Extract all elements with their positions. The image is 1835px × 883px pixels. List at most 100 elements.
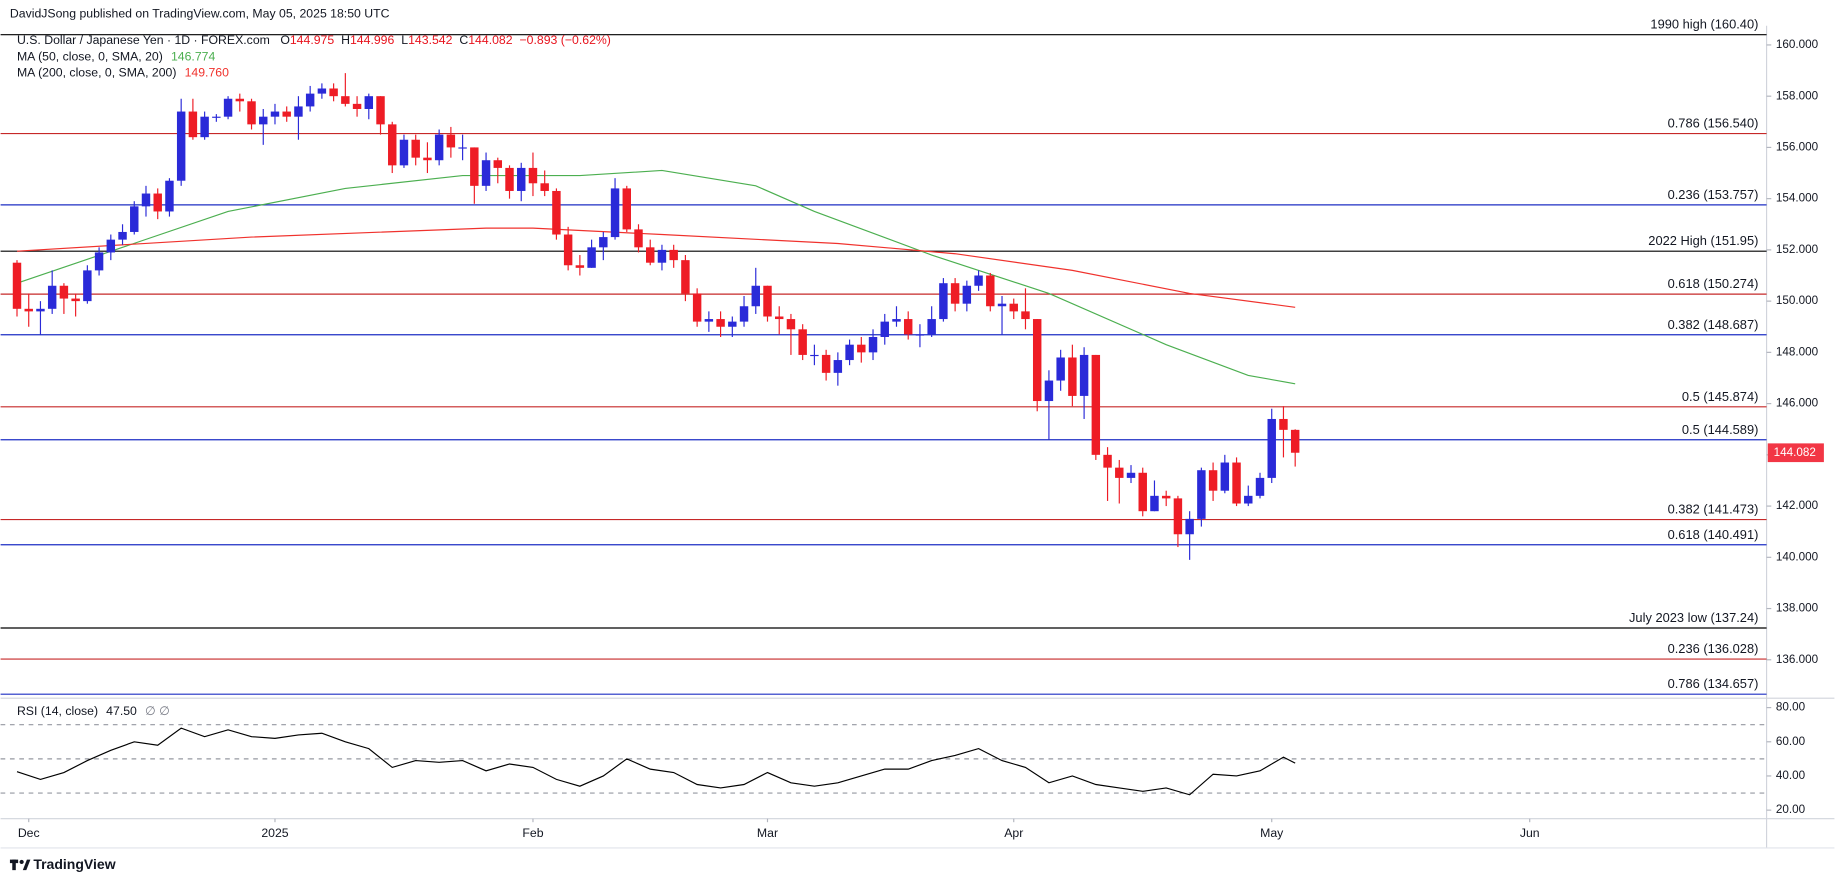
candle-body xyxy=(259,116,268,125)
candle-body xyxy=(1068,357,1077,396)
candle-body xyxy=(1032,319,1042,402)
candle-body xyxy=(1255,477,1265,496)
candle-body xyxy=(704,319,714,322)
y-tick-label: 158.000 xyxy=(1776,89,1819,102)
candle-body xyxy=(716,319,725,327)
logo-part xyxy=(12,859,16,871)
candle-body xyxy=(106,239,116,253)
ma200-name: MA (200, close, 0, SMA, 200) xyxy=(17,66,177,80)
rsi-name: RSI (14, close) xyxy=(17,704,98,718)
y-tick-label: 140.000 xyxy=(1776,550,1819,563)
candle-body xyxy=(458,147,467,149)
candle-body xyxy=(212,116,221,118)
candle-body xyxy=(1220,462,1230,491)
last-price-label: 144.082 xyxy=(1774,446,1816,459)
levels: 1990 high (160.40) 0.786 (156.540) 0.236 (… xyxy=(0,17,1767,695)
candle-body xyxy=(540,183,549,191)
candle-body xyxy=(692,293,702,322)
candle-body xyxy=(317,88,327,94)
candle-body xyxy=(364,96,374,109)
candle-body xyxy=(798,329,807,355)
x-tick-label: Dec xyxy=(18,826,40,840)
candle-body xyxy=(763,285,772,317)
candle-body xyxy=(1185,518,1194,535)
candle-body xyxy=(1150,495,1159,512)
x-tick-label: Apr xyxy=(1004,826,1023,840)
level-label: 0.786 (134.657) xyxy=(1668,676,1759,691)
y-tick-label: 148.000 xyxy=(1776,345,1819,358)
logo-part xyxy=(22,859,31,871)
candle-body xyxy=(12,262,22,309)
level-label: 0.236 (136.028) xyxy=(1668,641,1759,656)
y-tick-label: 152.000 xyxy=(1776,243,1819,256)
candle-body xyxy=(681,260,690,294)
candle-body xyxy=(974,275,983,286)
symbol-header: U.S. Dollar / Japanese Yen · 1D · FOREX.… xyxy=(17,33,611,47)
x-tick-label: May xyxy=(1260,826,1284,840)
candle-body xyxy=(903,319,913,335)
rsi-tick-label: 80.00 xyxy=(1776,701,1806,714)
rsi-extra: ∅ ∅ xyxy=(145,704,170,718)
candle-body xyxy=(36,308,45,312)
candle-body xyxy=(739,306,749,322)
level-label: 0.786 (156.540) xyxy=(1668,116,1759,131)
ma200-legend: MA (200, close, 0, SMA, 200) 149.760 xyxy=(17,66,229,80)
candle-body xyxy=(880,321,889,337)
candle-body xyxy=(434,134,444,161)
candle-body xyxy=(24,308,33,312)
candle-body xyxy=(47,285,57,309)
ohlc-low: 143.542 xyxy=(408,33,453,47)
ohlc-prefix: C xyxy=(459,33,468,47)
symbol: U.S. Dollar / Japanese Yen · 1D · FOREX.… xyxy=(17,33,270,47)
candle-body xyxy=(505,167,514,191)
ohlc-change: −0.893 (−0.62%) xyxy=(520,33,611,47)
overlays xyxy=(0,169,1767,796)
candle-body xyxy=(176,111,186,181)
moving-average xyxy=(16,169,1296,385)
candle-body xyxy=(1290,429,1300,453)
candle-body xyxy=(1232,462,1241,504)
candle-body xyxy=(153,193,162,212)
level-label: 0.618 (150.274) xyxy=(1668,276,1759,291)
candle-body xyxy=(962,285,972,304)
candle-body xyxy=(165,180,174,212)
candle-body xyxy=(1138,472,1147,512)
candle-body xyxy=(845,344,854,361)
candle-body xyxy=(71,298,80,302)
candle-body xyxy=(786,319,796,330)
level-label: 0.382 (148.687) xyxy=(1668,317,1759,332)
ma200-value: 149.760 xyxy=(185,66,230,80)
candles xyxy=(12,73,1300,560)
candle-body xyxy=(493,160,503,168)
ma50-value: 146.774 xyxy=(171,50,216,64)
candle-body xyxy=(1009,303,1018,312)
level-label: 0.382 (141.473) xyxy=(1668,502,1759,517)
candle-body xyxy=(587,247,596,268)
y-tick-label: 154.000 xyxy=(1776,192,1819,205)
candle-body xyxy=(1056,357,1065,381)
candle-body xyxy=(94,252,104,271)
candle-body xyxy=(130,206,139,232)
rsi-tick-label: 60.00 xyxy=(1776,735,1806,748)
y-tick-label: 156.000 xyxy=(1776,141,1819,154)
candle-body xyxy=(563,234,573,266)
y-tick-label: 150.000 xyxy=(1776,294,1819,307)
candle-body xyxy=(751,285,760,307)
ohlc-close: 144.082 xyxy=(468,33,513,47)
candle-body xyxy=(399,139,409,166)
candle-body xyxy=(352,103,362,109)
candle-body xyxy=(1091,354,1101,455)
candle-body xyxy=(1173,498,1183,535)
candle-body xyxy=(481,160,491,186)
candle-body xyxy=(1244,495,1253,504)
candle-body xyxy=(833,360,843,373)
x-tick-label: Feb xyxy=(522,826,543,840)
candle-body xyxy=(857,344,866,353)
candle-body xyxy=(294,106,303,117)
x-tick-label: 2025 xyxy=(261,826,288,840)
candle-body xyxy=(986,275,995,307)
candle-body xyxy=(517,167,526,191)
candle-body xyxy=(141,193,151,207)
candle-body xyxy=(821,354,831,373)
